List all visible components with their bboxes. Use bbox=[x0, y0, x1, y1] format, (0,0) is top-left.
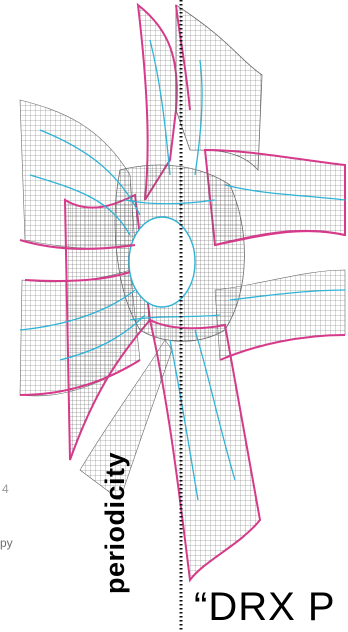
left-fragment-2: py bbox=[0, 536, 13, 550]
magenta-boundary-curves bbox=[19, 4, 346, 396]
left-fragment-1: 4 bbox=[2, 482, 9, 496]
surface-sheet-bottom-left bbox=[79, 339, 173, 501]
cyan-flow-lines bbox=[19, 39, 346, 501]
caption-text: “DRX P bbox=[194, 585, 336, 629]
surface-sheet-bottom bbox=[148, 318, 262, 583]
surface-hole bbox=[128, 216, 196, 308]
periodicity-label: periodicity bbox=[100, 451, 130, 594]
surface-sheet-top-right bbox=[175, 4, 263, 171]
